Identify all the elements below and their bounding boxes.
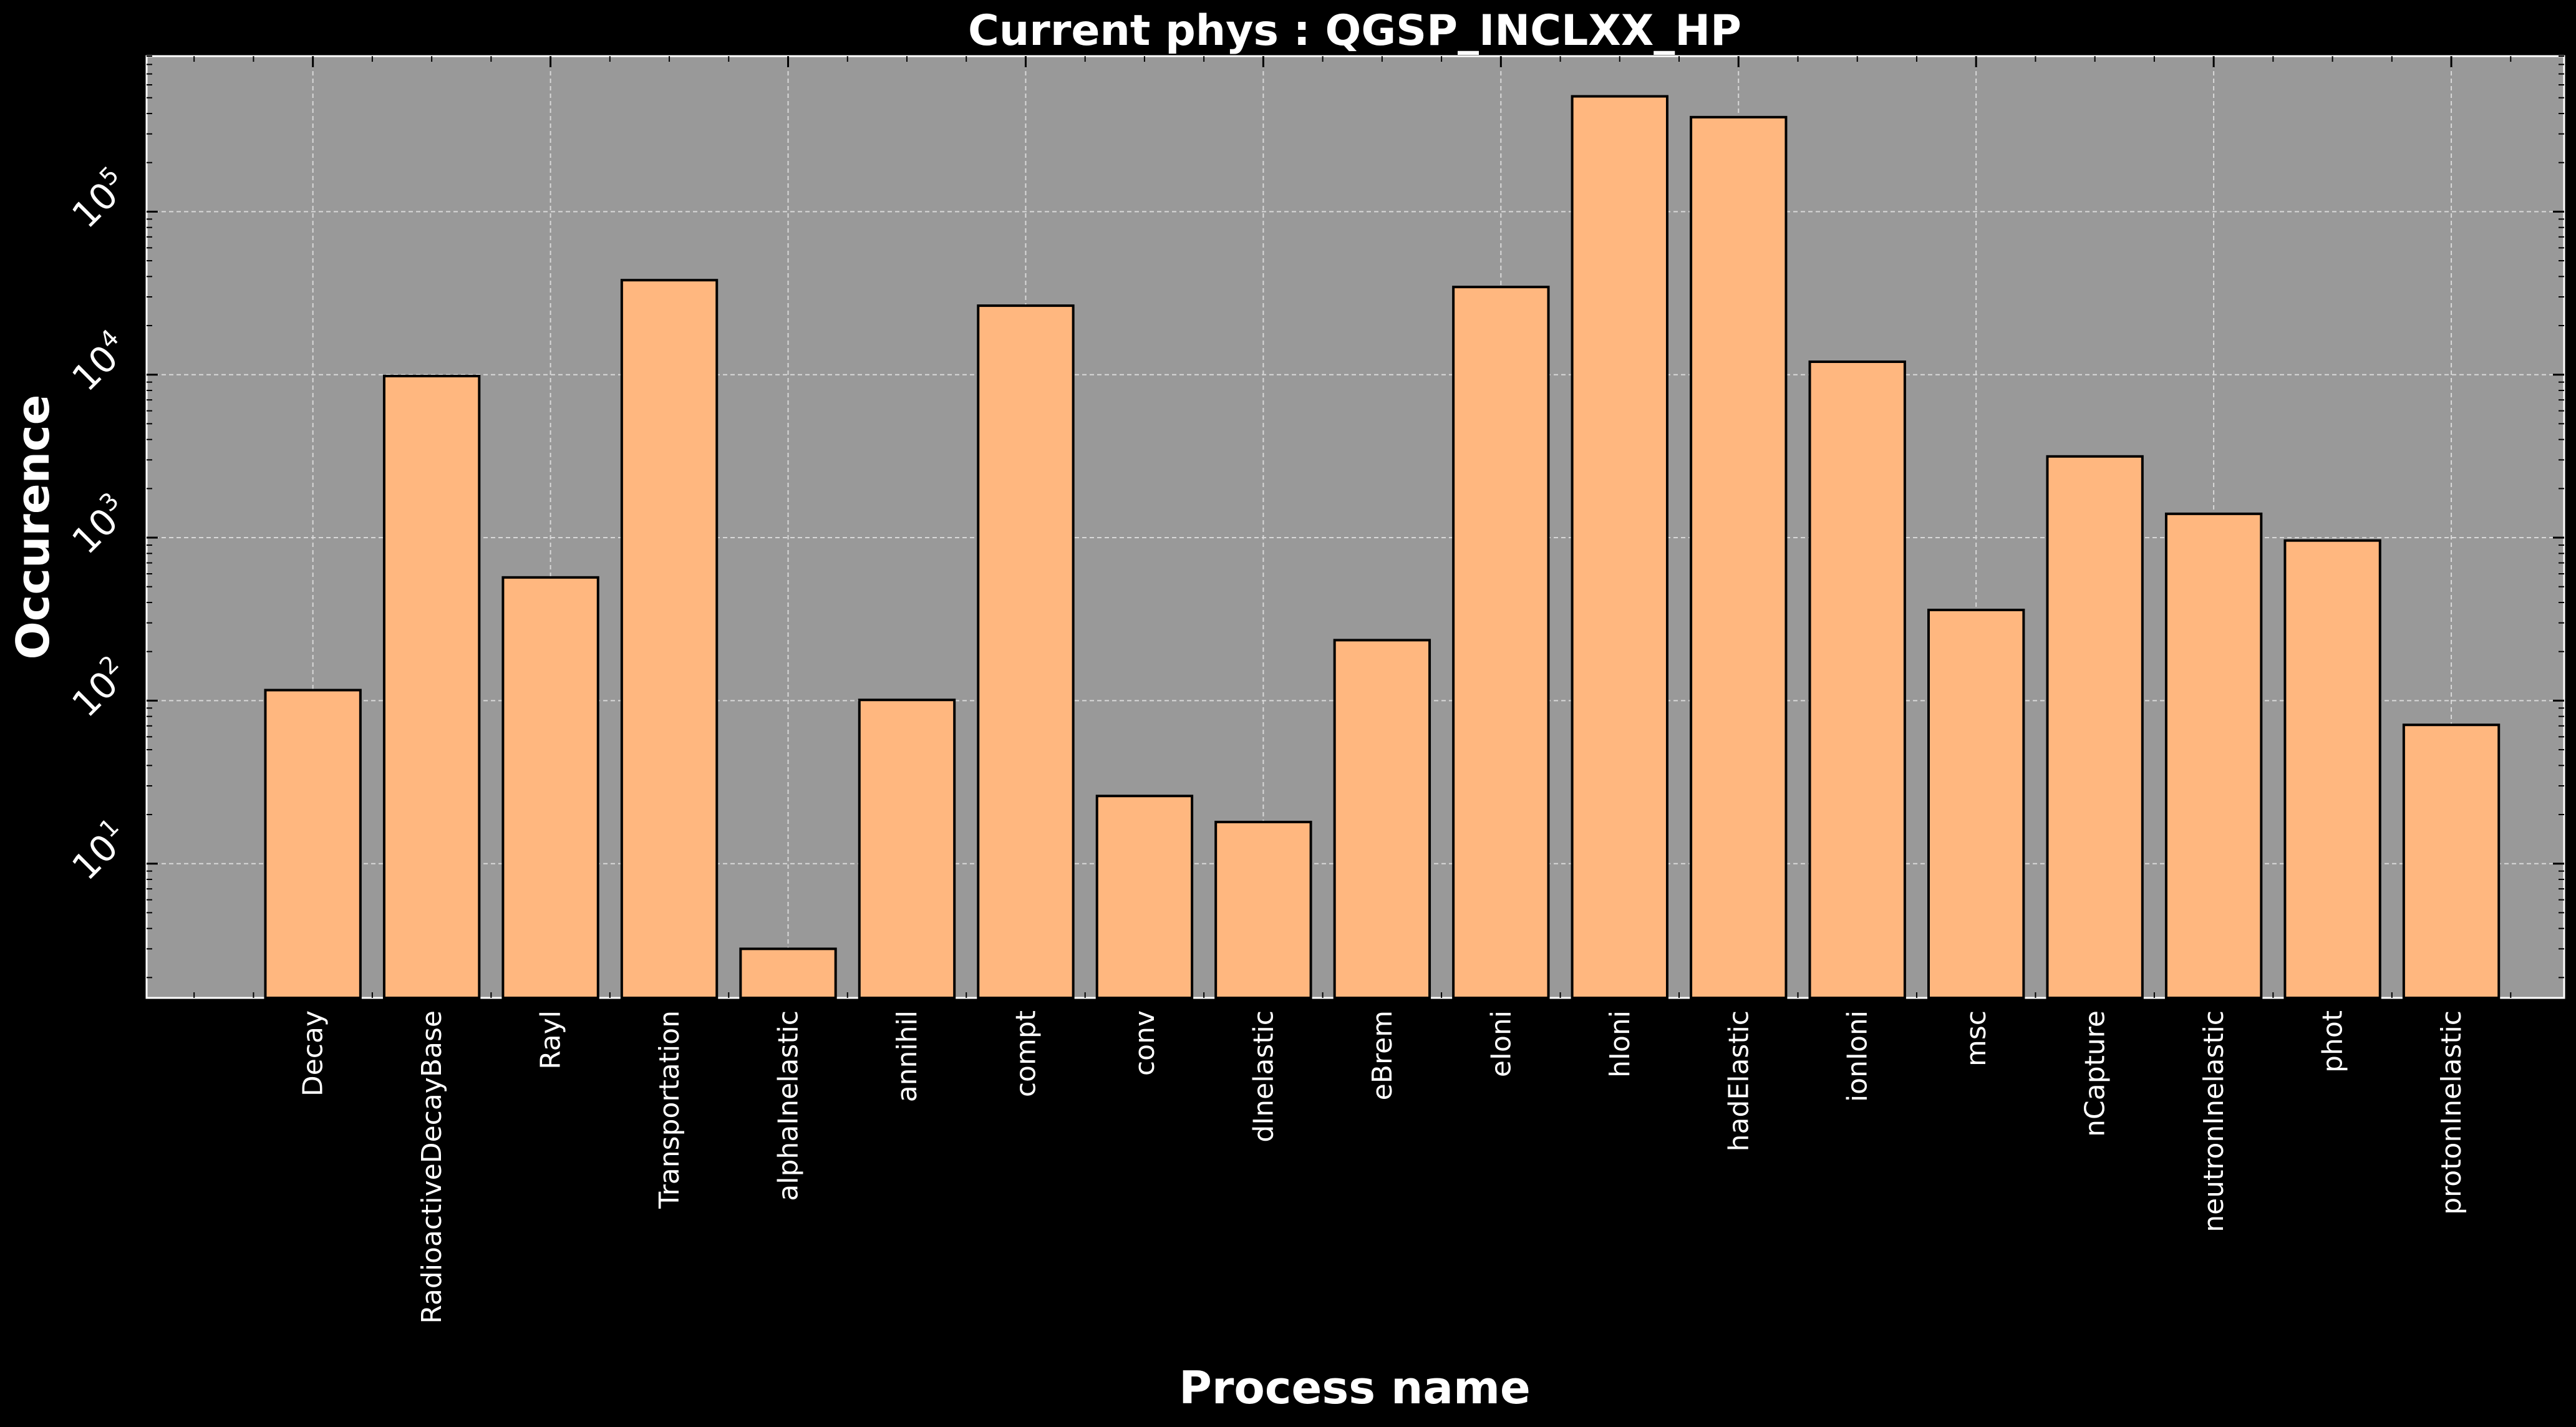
x-axis-label: Process name [1179, 1362, 1531, 1414]
bar-annihil [858, 699, 956, 999]
x-tick-label: ionIoni [1842, 1010, 1874, 1102]
bar-Decay [264, 689, 362, 999]
bar-compt [977, 304, 1075, 999]
x-tick-label: hadElastic [1723, 1010, 1755, 1151]
x-tick-label: nCapture [2080, 1010, 2111, 1137]
bar-msc [1927, 608, 2025, 999]
bar-eBrem [1333, 639, 1431, 1000]
x-tick-label: protonInelastic [2436, 1010, 2467, 1215]
x-tick-label: conv [1129, 1010, 1161, 1076]
bar-nCapture [2046, 455, 2144, 999]
x-tick-label: annihil [891, 1010, 923, 1102]
bar-Transportation [620, 279, 719, 1000]
x-tick-label: compt [1010, 1010, 1042, 1097]
bar-dInelastic [1214, 820, 1312, 1000]
bar-neutronInelastic [2164, 512, 2263, 999]
bar-Rayl [501, 576, 599, 999]
bar-alphaInelastic [739, 947, 837, 999]
x-tick-label: Transportation [654, 1010, 685, 1209]
bars-group [264, 95, 2501, 1000]
x-tick-label: msc [1960, 1010, 1992, 1067]
x-tick-label: alphaInelastic [773, 1010, 805, 1201]
bar-eIoni [1452, 286, 1550, 1000]
chart-title: Current phys : QGSP_INCLXX_HP [968, 6, 1741, 56]
x-tick-label: Rayl [535, 1010, 567, 1070]
x-tick-label: Decay [298, 1010, 329, 1096]
bar-RadioactiveDecayBase [382, 374, 481, 999]
bar-hIoni [1571, 95, 1668, 1000]
bar-protonInelastic [2402, 723, 2501, 1000]
bar-conv [1095, 795, 1194, 1000]
x-tick-label: dInelastic [1247, 1010, 1279, 1143]
x-tick-labels: Decay RadioactiveDecayBase Rayl Transportat… [298, 1010, 2467, 1324]
bar-ionIoni [1808, 360, 1906, 999]
x-tick-label: phot [2317, 1010, 2349, 1073]
x-tick-label: RadioactiveDecayBase [416, 1010, 448, 1324]
x-tick-label: eIoni [1485, 1010, 1517, 1077]
bar-phot [2283, 539, 2381, 999]
x-tick-label: neutronInelastic [2198, 1010, 2230, 1232]
y-axis-label: Occurence [7, 395, 59, 660]
x-tick-label: eBrem [1367, 1010, 1398, 1100]
x-tick-label: hIoni [1604, 1010, 1636, 1078]
bar-hadElastic [1690, 115, 1788, 1000]
